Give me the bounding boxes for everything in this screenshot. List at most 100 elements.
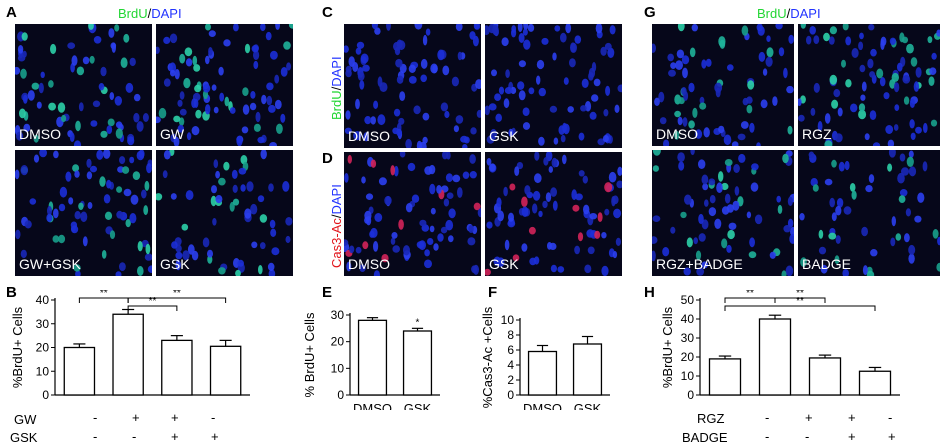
- nucleus: [269, 219, 276, 229]
- nucleus: [786, 85, 794, 94]
- nucleus: [536, 59, 545, 70]
- nucleus: [869, 71, 876, 78]
- nucleus: [682, 117, 688, 127]
- panel-letter-g: G: [644, 4, 656, 21]
- nucleus: [33, 134, 39, 143]
- nucleus: [824, 178, 833, 186]
- nucleus: [658, 91, 665, 103]
- nucleus: [419, 219, 427, 227]
- nucleus: [86, 171, 93, 180]
- nucleus: [817, 121, 823, 132]
- nucleus: [205, 104, 211, 115]
- nucleus: [82, 236, 88, 247]
- nucleus: [617, 166, 622, 176]
- nucleus: [756, 142, 761, 146]
- nucleus: [345, 69, 352, 78]
- nucleus: [446, 152, 451, 160]
- condition-mark: +: [171, 429, 179, 444]
- nucleus: [114, 24, 120, 32]
- stain-brdu: BrdU: [757, 6, 787, 21]
- nucleus: [391, 232, 398, 239]
- nucleus: [100, 130, 108, 138]
- nucleus: [698, 159, 706, 169]
- condition-mark: -: [93, 429, 98, 444]
- image-caption: RGZ: [802, 126, 832, 142]
- nucleus: [469, 31, 476, 40]
- nucleus: [413, 105, 421, 115]
- nucleus: [420, 74, 427, 83]
- bar: [402, 330, 433, 396]
- image-caption: DMSO: [19, 126, 61, 142]
- nucleus: [442, 65, 450, 76]
- y-tick-label: 50: [681, 293, 695, 307]
- nucleus: [170, 193, 177, 200]
- bar: [527, 350, 558, 396]
- nucleus: [492, 25, 499, 36]
- nucleus: [858, 103, 866, 112]
- nucleus: [448, 208, 456, 219]
- nucleus: [858, 41, 864, 51]
- nucleus: [828, 232, 837, 240]
- nucleus: [195, 109, 202, 119]
- stain-sep: /: [329, 214, 344, 219]
- nucleus: [355, 47, 362, 55]
- nucleus: [746, 211, 752, 219]
- nucleus: [692, 107, 698, 118]
- bar: [112, 313, 144, 396]
- nucleus: [538, 87, 546, 97]
- nucleus: [503, 98, 510, 109]
- nucleus: [283, 41, 291, 50]
- nucleus: [191, 98, 197, 109]
- nucleus: [174, 69, 180, 80]
- nucleus: [398, 219, 404, 230]
- nucleus: [444, 110, 450, 119]
- nucleus: [714, 218, 722, 229]
- nucleus: [422, 34, 428, 46]
- nucleus: [92, 100, 101, 108]
- nucleus: [82, 56, 90, 65]
- image-caption: GSK: [160, 256, 190, 272]
- nucleus: [580, 105, 587, 112]
- nucleus: [173, 115, 181, 123]
- nucleus: [250, 91, 256, 99]
- nucleus: [549, 105, 558, 113]
- nucleus: [141, 189, 147, 199]
- nucleus: [721, 206, 730, 215]
- nucleus: [384, 195, 392, 206]
- nucleus: [504, 239, 510, 251]
- nucleus: [521, 206, 529, 217]
- nucleus: [593, 78, 601, 87]
- nucleus: [260, 242, 266, 250]
- nucleus: [485, 105, 490, 116]
- nucleus: [558, 125, 565, 135]
- nucleus: [163, 36, 171, 44]
- nucleus: [577, 232, 584, 242]
- y-tick-label: 10: [681, 369, 695, 383]
- nucleus: [915, 67, 922, 78]
- nucleus: [101, 250, 107, 259]
- nucleus: [899, 153, 906, 162]
- y-tick-label: 20: [331, 335, 345, 349]
- nucleus: [90, 120, 98, 127]
- nucleus: [905, 208, 911, 217]
- nucleus: [872, 142, 881, 146]
- nucleus: [215, 170, 220, 179]
- nucleus: [612, 251, 618, 259]
- nucleus: [504, 87, 513, 94]
- nucleus: [699, 102, 707, 110]
- nucleus: [469, 154, 476, 164]
- nucleus: [758, 51, 766, 62]
- nucleus: [33, 154, 40, 163]
- nucleus: [344, 173, 349, 183]
- nucleus: [393, 41, 401, 51]
- nucleus: [265, 31, 272, 41]
- nucleus: [374, 213, 383, 222]
- nucleus: [567, 106, 574, 113]
- nucleus: [581, 78, 589, 88]
- nucleus: [783, 225, 791, 233]
- nucleus: [143, 205, 149, 216]
- nucleus: [542, 200, 548, 209]
- nucleus: [772, 96, 778, 106]
- nucleus: [652, 250, 656, 262]
- nucleus: [440, 226, 448, 234]
